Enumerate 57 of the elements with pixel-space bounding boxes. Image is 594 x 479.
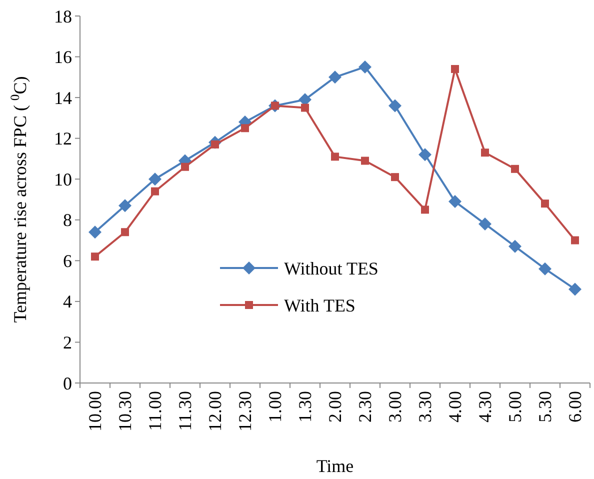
x-tick-label: 12.00: [205, 391, 225, 432]
point: [88, 226, 102, 239]
point: [418, 148, 432, 162]
y-tick-label: 16: [54, 47, 72, 68]
legend-label: With TES: [284, 295, 356, 316]
point: [508, 240, 522, 253]
x-tick-label: 10.00: [85, 391, 105, 432]
y-tick-label: 12: [54, 128, 72, 149]
point: [571, 236, 579, 244]
x-tick-label: 5.00: [505, 391, 525, 422]
point: [478, 217, 492, 230]
x-tick-label: 11.00: [145, 391, 165, 431]
point: [541, 200, 549, 208]
point: [181, 162, 189, 171]
point: [328, 70, 342, 84]
x-tick-label: 3.30: [415, 391, 435, 422]
x-axis-title: Time: [316, 456, 354, 476]
point: [121, 228, 129, 236]
x-tick-label: 4.00: [445, 391, 465, 422]
y-tick-label: 6: [63, 250, 72, 271]
x-tick-label: 11.30: [175, 391, 195, 431]
point: [421, 206, 429, 214]
x-tick-label: 1.30: [295, 391, 315, 422]
x-tick-label: 5.30: [535, 391, 555, 422]
point: [91, 252, 99, 261]
legend-label: Without TES: [284, 258, 378, 278]
x-tick-label: 4.30: [475, 391, 495, 422]
x-tick-label: 12.30: [235, 391, 255, 432]
y-tick-label: 0: [63, 373, 72, 394]
point: [151, 187, 159, 196]
point: [358, 60, 372, 74]
point: [388, 99, 402, 112]
x-tick-label: 3.00: [385, 391, 405, 422]
y-tick-label: 4: [63, 292, 72, 312]
point: [148, 172, 162, 186]
point: [361, 156, 369, 165]
x-tick-label: 2.00: [325, 391, 345, 422]
point: [511, 164, 519, 173]
x-tick-label: 2.30: [355, 391, 375, 422]
point: [448, 195, 462, 208]
point: [568, 282, 582, 296]
y-tick-label: 2: [63, 332, 72, 353]
point: [301, 104, 309, 112]
y-tick-label: 14: [54, 88, 72, 108]
point: [481, 148, 489, 157]
point: [451, 65, 459, 74]
x-tick-label: 10.30: [115, 391, 135, 432]
y-tick-label: 8: [63, 210, 72, 230]
point: [331, 152, 339, 161]
y-tick-label: 10: [54, 169, 72, 190]
point: [118, 199, 132, 212]
y-tick-label: 18: [54, 6, 72, 26]
point: [391, 173, 399, 182]
point: [241, 124, 249, 132]
x-tick-label: 6.00: [565, 391, 585, 422]
point: [538, 262, 552, 276]
x-tick-label: 1.00: [265, 391, 285, 422]
